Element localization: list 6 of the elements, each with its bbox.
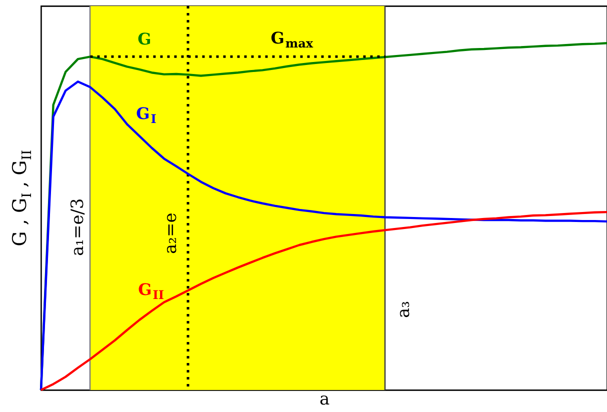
annotation: a₃ <box>394 301 414 318</box>
annotation: a₂=e <box>161 212 181 254</box>
y-axis-title: G , GI , GII <box>9 150 35 246</box>
annotation: a₁=e/3 <box>68 198 88 256</box>
series-label: G <box>138 29 152 48</box>
x-axis-title: a <box>319 390 330 410</box>
